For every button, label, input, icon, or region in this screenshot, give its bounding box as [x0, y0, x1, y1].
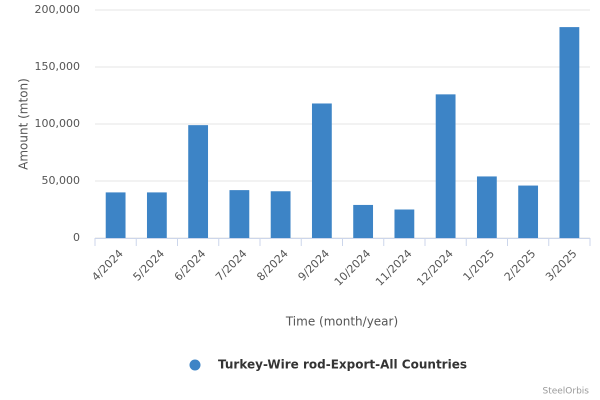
y-tick-label: 100,000	[35, 117, 81, 130]
y-tick-label: 150,000	[35, 60, 81, 73]
x-tick-label: 11/2024	[373, 247, 415, 289]
y-tick-label: 0	[73, 231, 80, 244]
legend-symbol[interactable]	[189, 359, 201, 371]
x-tick-label: 7/2024	[213, 247, 250, 284]
bar	[353, 204, 374, 238]
credits[interactable]: SteelOrbis	[542, 387, 589, 397]
x-tick-label: 5/2024	[131, 247, 168, 284]
legend-label[interactable]: Turkey-Wire rod-Export-All Countries	[218, 358, 467, 372]
x-tick-label: 6/2024	[172, 247, 209, 284]
bar	[518, 185, 539, 238]
x-tick-label: 9/2024	[296, 247, 333, 284]
x-axis-title: Time (month/year)	[285, 315, 398, 329]
bar	[435, 94, 456, 238]
x-tick-label: 4/2024	[89, 247, 126, 284]
bar	[394, 209, 415, 238]
x-tick-label: 12/2024	[414, 247, 456, 289]
y-tick-label: 50,000	[42, 174, 81, 187]
x-tick-label: 8/2024	[254, 247, 291, 284]
y-tick-label: 200,000	[35, 3, 81, 16]
y-axis-title: Amount (mton)	[17, 78, 31, 170]
bar	[270, 191, 291, 238]
bar	[559, 27, 580, 238]
x-tick-label: 1/2025	[461, 247, 498, 284]
bar	[105, 192, 126, 238]
bar	[311, 103, 332, 238]
x-tick-label: 3/2025	[543, 247, 580, 284]
bar	[146, 192, 167, 238]
x-tick-label: 10/2024	[332, 247, 374, 289]
bar	[476, 176, 497, 238]
x-tick-label: 2/2025	[502, 247, 539, 284]
bar	[188, 125, 209, 238]
bar	[229, 190, 250, 238]
